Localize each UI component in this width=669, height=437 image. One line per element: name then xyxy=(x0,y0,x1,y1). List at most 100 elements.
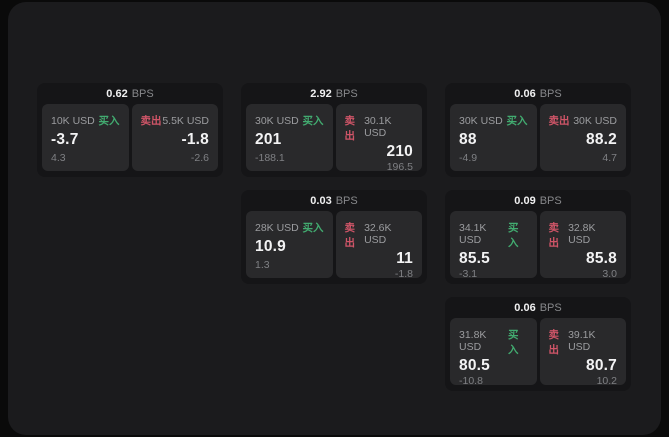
sell-sub-value: -2.6 xyxy=(190,152,209,164)
sell-price: 11 xyxy=(396,250,413,267)
quote-panels: 34.1K USD 买入 85.5 -3.1 卖出 32.8K USD 85.8… xyxy=(450,211,626,280)
sell-label: 卖出 xyxy=(344,115,356,142)
sell-panel[interactable]: 卖出 5.5K USD -1.8 -2.6 xyxy=(131,104,218,171)
sell-amount: 30.1K USD xyxy=(364,115,392,139)
buy-label: 买入 xyxy=(507,329,519,356)
buy-label: 买入 xyxy=(98,115,120,127)
bps-value: 0.06 xyxy=(514,87,536,100)
bps-unit: BPS xyxy=(539,301,562,314)
sell-panel-header: 卖出 5.5K USD xyxy=(141,113,210,128)
bps-unit: BPS xyxy=(131,87,154,100)
buy-panel[interactable]: 31.8K USD 买入 80.5 -10.8 xyxy=(450,318,537,387)
buy-panel-header: 28K USD 买入 xyxy=(255,220,324,235)
buy-sub-value: 1.3 xyxy=(255,259,270,271)
quote-card: 0.06 BPS 31.8K USD 买入 80.5 -10.8 卖出 39.1… xyxy=(445,297,631,391)
sell-panel-header: 卖出 32.8K USD xyxy=(549,220,618,250)
quote-card: 0.62 BPS 10K USD 买入 -3.7 4.3 卖出 5.5K USD xyxy=(37,83,223,177)
sell-panel[interactable]: 卖出 30.1K USD 210 196.5 xyxy=(335,104,422,173)
sell-label: 卖出 xyxy=(548,222,560,249)
buy-amount: 34.1K USD xyxy=(459,222,487,246)
buy-amount: 10K USD xyxy=(51,115,95,127)
sell-panel-header: 卖出 30K USD xyxy=(549,113,618,128)
buy-label: 买入 xyxy=(302,115,324,127)
sell-price: 85.8 xyxy=(586,250,617,267)
buy-sub-value: -10.8 xyxy=(459,375,483,387)
sell-amount: 5.5K USD xyxy=(162,115,209,127)
buy-amount: 30K USD xyxy=(255,115,299,127)
buy-price: 201 xyxy=(255,131,282,148)
bps-unit: BPS xyxy=(539,194,562,207)
buy-sub-value: -3.1 xyxy=(459,268,478,280)
buy-price: -3.7 xyxy=(51,131,79,148)
buy-sub-value: -4.9 xyxy=(459,152,478,164)
buy-label: 买入 xyxy=(302,222,324,234)
sell-label: 卖出 xyxy=(140,115,162,127)
bps-header: 0.62 BPS xyxy=(42,83,218,104)
sell-amount: 32.6K USD xyxy=(364,222,392,246)
quote-card: 0.06 BPS 30K USD 买入 88 -4.9 卖出 30K USD xyxy=(445,83,631,177)
sell-sub-value: 10.2 xyxy=(596,375,617,387)
sell-panel[interactable]: 卖出 39.1K USD 80.7 10.2 xyxy=(539,318,626,387)
sell-panel[interactable]: 卖出 30K USD 88.2 4.7 xyxy=(539,104,626,171)
buy-price: 88 xyxy=(459,131,477,148)
sell-price: 88.2 xyxy=(586,131,617,148)
sell-sub-value: -1.8 xyxy=(394,268,413,280)
buy-amount: 30K USD xyxy=(459,115,503,127)
buy-label: 买入 xyxy=(507,222,519,249)
sell-label: 卖出 xyxy=(344,222,356,249)
sell-panel-header: 卖出 39.1K USD xyxy=(549,327,618,357)
sell-label: 卖出 xyxy=(548,115,570,127)
bps-header: 0.06 BPS xyxy=(450,83,626,104)
quote-card: 0.03 BPS 28K USD 买入 10.9 1.3 卖出 32.6K US… xyxy=(241,190,427,284)
buy-panel-header: 10K USD 买入 xyxy=(51,113,120,128)
buy-label: 买入 xyxy=(506,115,528,127)
bps-header: 0.06 BPS xyxy=(450,297,626,318)
bps-unit: BPS xyxy=(539,87,562,100)
sell-price: 210 xyxy=(386,143,413,160)
buy-panel-header: 30K USD 买入 xyxy=(255,113,324,128)
sell-panel-header: 卖出 30.1K USD xyxy=(345,113,414,143)
quote-panels: 28K USD 买入 10.9 1.3 卖出 32.6K USD 11 -1.8 xyxy=(246,211,422,280)
buy-panel[interactable]: 10K USD 买入 -3.7 4.3 xyxy=(42,104,129,171)
sell-panel[interactable]: 卖出 32.6K USD 11 -1.8 xyxy=(335,211,422,280)
quote-board-window: 0.62 BPS 10K USD 买入 -3.7 4.3 卖出 5.5K USD xyxy=(8,2,661,435)
sell-panel[interactable]: 卖出 32.8K USD 85.8 3.0 xyxy=(539,211,626,280)
bps-value: 0.09 xyxy=(514,194,536,207)
sell-sub-value: 4.7 xyxy=(602,152,617,164)
buy-panel-header: 30K USD 买入 xyxy=(459,113,528,128)
buy-price: 10.9 xyxy=(255,238,286,255)
quote-card-grid: 0.62 BPS 10K USD 买入 -3.7 4.3 卖出 5.5K USD xyxy=(37,83,631,391)
bps-header: 0.09 BPS xyxy=(450,190,626,211)
quote-panels: 10K USD 买入 -3.7 4.3 卖出 5.5K USD -1.8 -2.… xyxy=(42,104,218,171)
buy-amount: 31.8K USD xyxy=(459,329,487,353)
bps-header: 2.92 BPS xyxy=(246,83,422,104)
bps-value: 0.62 xyxy=(106,87,128,100)
quote-panels: 30K USD 买入 88 -4.9 卖出 30K USD 88.2 4.7 xyxy=(450,104,626,171)
sell-panel-header: 卖出 32.6K USD xyxy=(345,220,414,250)
buy-amount: 28K USD xyxy=(255,222,299,234)
sell-amount: 39.1K USD xyxy=(568,329,596,353)
quote-panels: 31.8K USD 买入 80.5 -10.8 卖出 39.1K USD 80.… xyxy=(450,318,626,387)
sell-price: -1.8 xyxy=(181,131,209,148)
sell-price: 80.7 xyxy=(586,357,617,374)
buy-panel-header: 34.1K USD 买入 xyxy=(459,220,528,250)
buy-price: 80.5 xyxy=(459,357,490,374)
quote-panels: 30K USD 买入 201 -188.1 卖出 30.1K USD 210 1… xyxy=(246,104,422,173)
bps-value: 0.06 xyxy=(514,301,536,314)
sell-amount: 30K USD xyxy=(573,115,617,127)
buy-panel[interactable]: 30K USD 买入 88 -4.9 xyxy=(450,104,537,171)
buy-panel-header: 31.8K USD 买入 xyxy=(459,327,528,357)
quote-card: 0.09 BPS 34.1K USD 买入 85.5 -3.1 卖出 32.8K… xyxy=(445,190,631,284)
quote-card: 2.92 BPS 30K USD 买入 201 -188.1 卖出 30.1K … xyxy=(241,83,427,177)
buy-panel[interactable]: 28K USD 买入 10.9 1.3 xyxy=(246,211,333,278)
sell-label: 卖出 xyxy=(548,329,560,356)
buy-panel[interactable]: 34.1K USD 买入 85.5 -3.1 xyxy=(450,211,537,280)
sell-amount: 32.8K USD xyxy=(568,222,596,246)
sell-sub-value: 196.5 xyxy=(386,161,413,173)
bps-value: 2.92 xyxy=(310,87,332,100)
bps-value: 0.03 xyxy=(310,194,332,207)
buy-panel[interactable]: 30K USD 买入 201 -188.1 xyxy=(246,104,333,171)
buy-sub-value: 4.3 xyxy=(51,152,66,164)
bps-header: 0.03 BPS xyxy=(246,190,422,211)
bps-unit: BPS xyxy=(335,194,358,207)
